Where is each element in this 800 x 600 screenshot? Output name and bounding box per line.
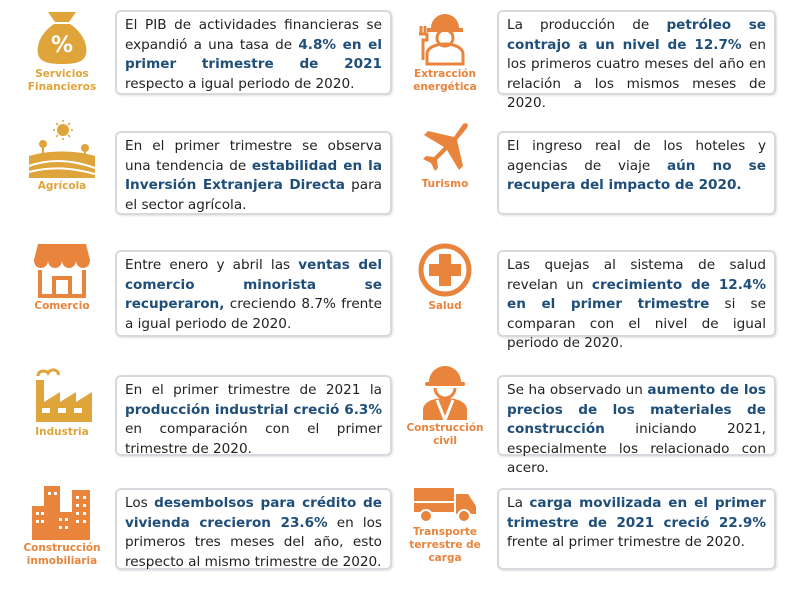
body-text: si se comparan con el nivel de igual per… (507, 296, 766, 351)
sector-icon-block: Salud (405, 242, 485, 313)
buildings-icon (22, 484, 102, 540)
sector-label-line: Servicios (35, 68, 89, 80)
body-text: respecto a igual periodo de 2020. (125, 75, 355, 92)
sector-icon-block: Extracción energética (405, 8, 485, 94)
highlight-text: producción industrial creció 6.3% (125, 401, 382, 418)
body-text: en los primeros cuatro meses del año en … (507, 36, 766, 112)
sector-icon-block: Transporte terrestre de carga (405, 484, 485, 565)
sector-icon-block: Construcción civil (405, 362, 485, 448)
sector-icon-block: % Servicios Financieros (22, 8, 102, 94)
construction-worker-icon (405, 362, 485, 420)
sector-summary-card: En el primer trimestre de 2021 la produc… (115, 375, 392, 457)
sector-label-line: Financieros (27, 81, 97, 93)
sector-summary-card: La carga movilizada en el primer trimest… (497, 488, 776, 570)
highlight-text: estabilidad en la Inversión Extranjera D… (125, 157, 382, 194)
highlight-text: aumento de los precios de los materiales… (507, 382, 766, 437)
sector-summary-card: El ingreso real de los hoteles y agencia… (497, 131, 776, 215)
storefront-icon (22, 242, 102, 298)
body-text: El PIB de actividades financieras se exp… (125, 17, 382, 53)
highlight-text: aún no se recupera del impacto de 2020. (507, 157, 766, 194)
oil-worker-icon (405, 8, 485, 66)
sector-label-line: Comercio (34, 300, 90, 312)
truck-icon (405, 484, 485, 524)
sector-label: Transporte terrestre de carga (405, 526, 485, 565)
highlight-text: 4.8% en el primer trimestre de 2021 (125, 36, 382, 73)
sector-label-line: Industria (35, 426, 89, 438)
sector-icon-block: Industria (22, 362, 102, 439)
body-text: En el primer trimestre se observa una te… (125, 138, 382, 174)
sector-label-line: Agrícola (37, 180, 87, 192)
sector-icon-block: Agrícola (22, 120, 102, 193)
body-text: en los primeros tres meses del año, esto… (125, 514, 382, 570)
body-text: El ingreso real de los hoteles y agencia… (507, 138, 766, 174)
body-text: iniciando 2021, especialmente los relaci… (507, 421, 766, 476)
sector-label-line: Turismo (421, 178, 469, 190)
sector-label-line: carga (428, 552, 462, 564)
sector-label-line: Salud (428, 300, 462, 312)
money-bag-percent-icon: % (22, 8, 102, 66)
sector-label-line: inmobiliaria (26, 555, 98, 567)
body-text: en comparación con el primer trimestre d… (125, 421, 382, 457)
sector-label: Agrícola (22, 180, 102, 193)
sector-label: Comercio (22, 300, 102, 313)
sector-label-line: Construcción (406, 422, 484, 434)
farm-field-sun-icon (22, 120, 102, 178)
sector-label: Construcción civil (405, 422, 485, 448)
sector-summary-card: Se ha observado un aumento de los precio… (497, 375, 776, 476)
body-text: En el primer trimestre de 2021 la (125, 382, 382, 398)
sector-label: Turismo (405, 178, 485, 191)
sector-icon-block: Turismo (405, 120, 485, 191)
body-text: Se ha observado un (507, 382, 648, 398)
sector-icon-block: Construcción inmobiliaria (22, 484, 102, 568)
sector-label-line: civil (433, 435, 457, 447)
highlight-text: crecimiento de 12.4% en el primer trimes… (507, 276, 766, 313)
sector-label-line: Construcción (23, 542, 101, 554)
body-text: creciendo 8.7% frente a igual periodo de… (125, 296, 382, 332)
body-text: Las quejas al sistema de salud revelan u… (507, 257, 766, 293)
sector-label-line: terrestre de (409, 539, 481, 551)
sector-summary-card: Los desembolsos para crédito de vivienda… (115, 488, 392, 570)
sector-summary-card: El PIB de actividades financieras se exp… (115, 10, 392, 95)
sector-label: Construcción inmobiliaria (22, 542, 102, 568)
sector-label-line: Transporte (412, 526, 478, 538)
factory-icon (22, 362, 102, 424)
sector-label: Industria (22, 426, 102, 439)
sector-label-line: Extracción (414, 68, 476, 80)
highlight-text: desembolsos para crédito de vivienda cre… (125, 495, 382, 531)
svg-text:%: % (51, 33, 73, 58)
highlight-text: ventas del comercio minorista se recuper… (125, 257, 383, 312)
sector-label-line: energética (413, 81, 477, 93)
sector-summary-card: En el primer trimestre se observa una te… (115, 131, 392, 215)
sector-label: Salud (405, 300, 485, 313)
sector-label: Extracción energética (405, 68, 485, 94)
highlight-text: carga movilizada en el primer trimestre … (507, 495, 766, 531)
body-text: para el sector agrícola. (125, 177, 382, 213)
sector-icon-block: Comercio (22, 242, 102, 313)
airplane-icon (405, 120, 485, 176)
sector-label: Servicios Financieros (22, 68, 102, 94)
sector-summary-card: Entre enero y abril las ventas del comer… (115, 250, 392, 337)
highlight-text: petróleo se contrajo a un nivel de 12.7% (507, 17, 766, 53)
sector-summary-card: Las quejas al sistema de salud revelan u… (497, 250, 776, 351)
medical-cross-icon (405, 242, 485, 298)
body-text: La (507, 495, 530, 511)
body-text: Entre enero y abril las (125, 257, 299, 273)
body-text: frente al primer trimestre de 2020. (507, 534, 745, 550)
sector-summary-card: La producción de petróleo se contrajo a … (497, 10, 776, 111)
body-text: Los (125, 495, 155, 511)
body-text: La producción de (507, 17, 667, 33)
